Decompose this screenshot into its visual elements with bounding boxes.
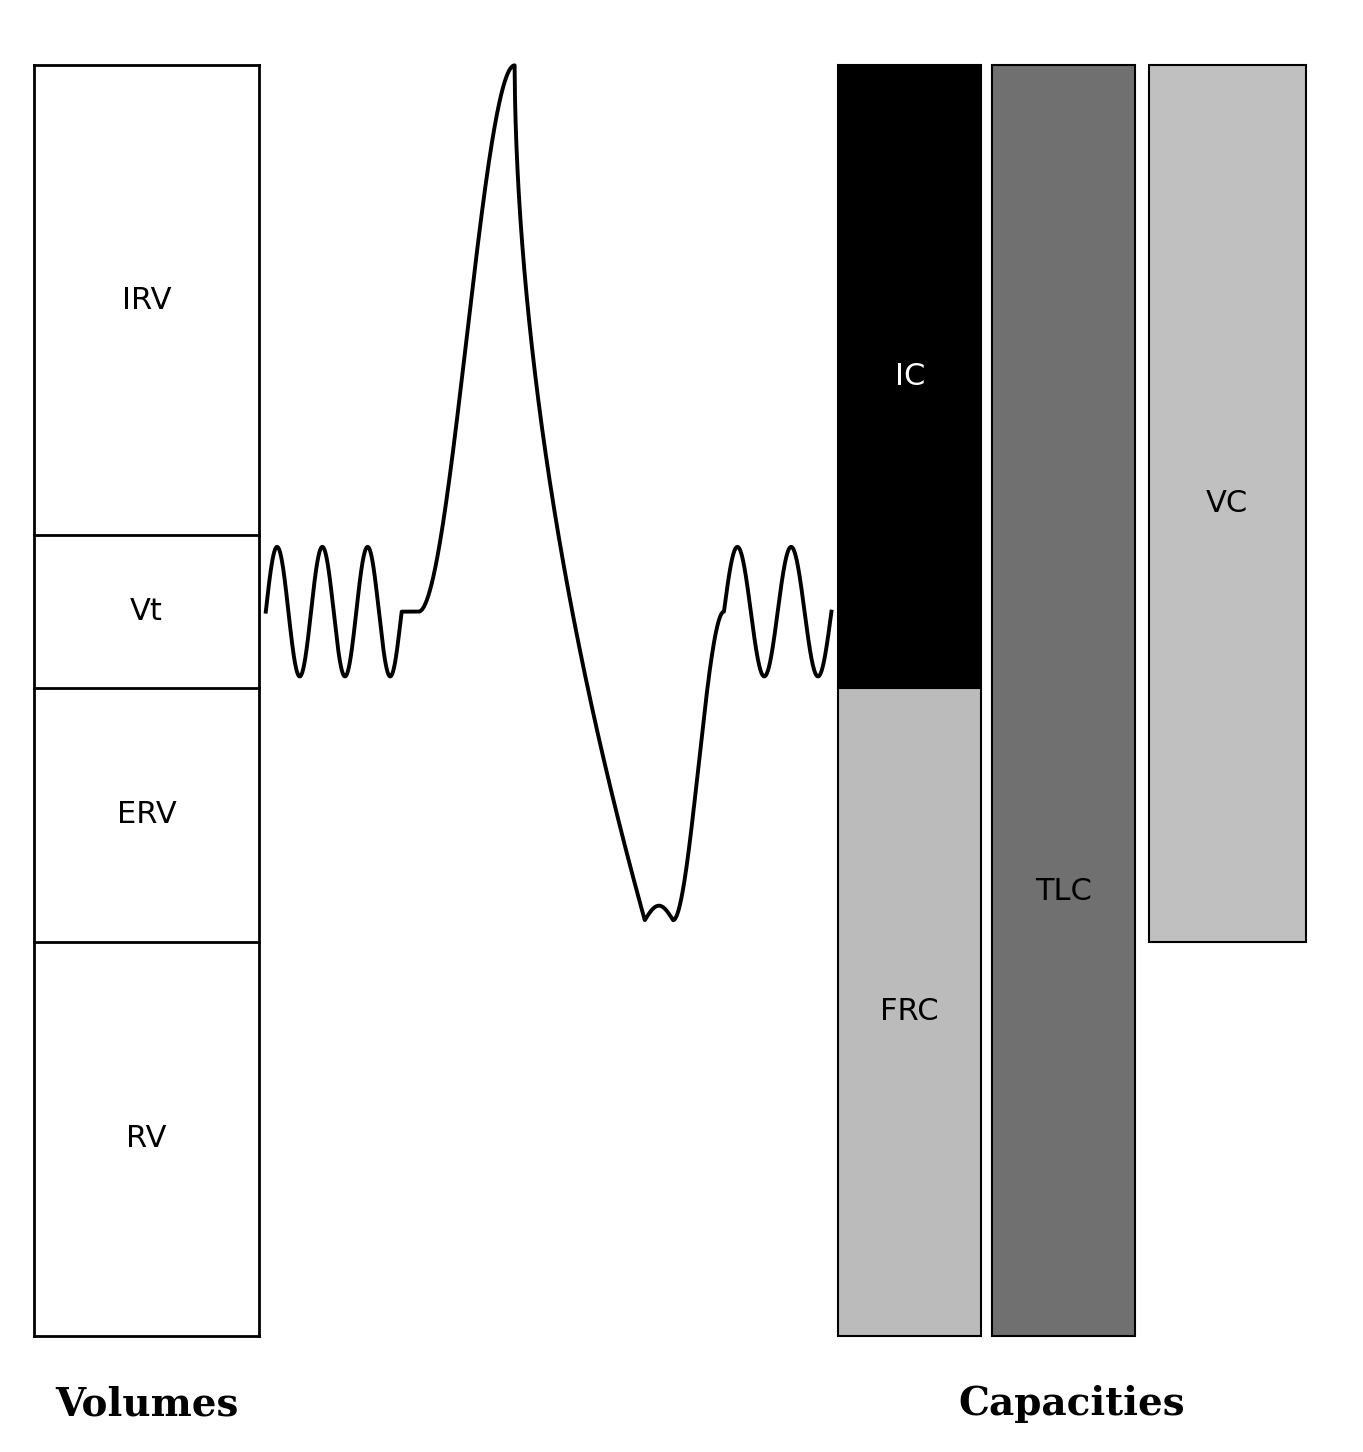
Text: FRC: FRC [880,998,939,1027]
Text: VC: VC [1206,489,1249,518]
Text: Vt: Vt [129,597,164,626]
Bar [838,65,981,688]
Text: IRV: IRV [121,286,172,315]
Text: Capacities: Capacities [958,1385,1186,1423]
Text: RV: RV [127,1124,166,1153]
Text: IC: IC [894,362,925,391]
Text: ERV: ERV [117,800,176,829]
Bar [838,688,981,1336]
Text: Volumes: Volumes [55,1385,239,1423]
Text: TLC: TLC [1036,877,1092,906]
Bar [1149,65,1306,942]
Bar [992,65,1135,1336]
